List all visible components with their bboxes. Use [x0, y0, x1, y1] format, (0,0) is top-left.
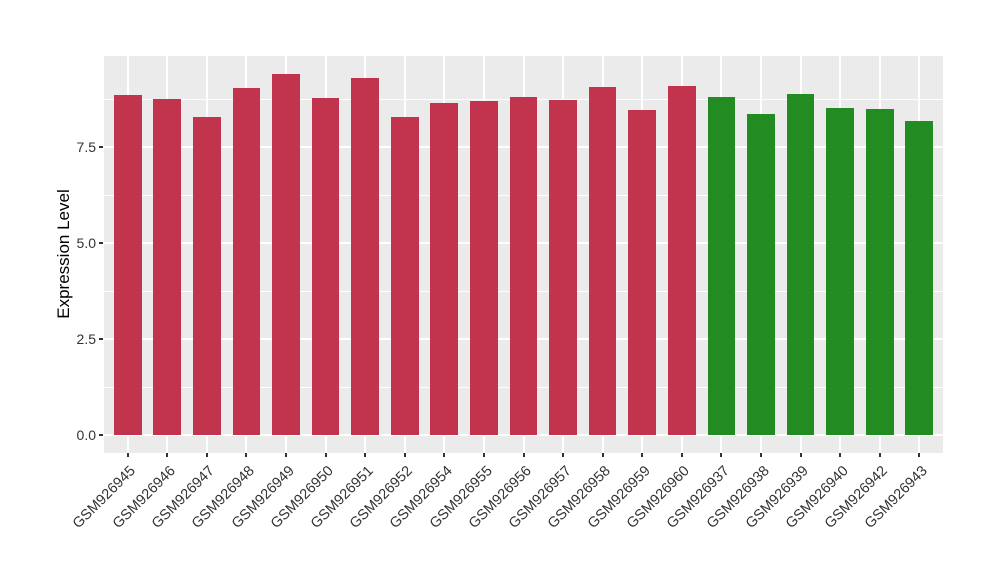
y-axis-title: Expression Level: [54, 189, 73, 319]
x-tick-mark: [878, 453, 881, 457]
x-tick-mark: [839, 453, 842, 457]
bar: [390, 117, 419, 435]
bar: [905, 120, 934, 435]
bar: [430, 103, 459, 435]
bar: [470, 101, 498, 435]
bar: [509, 97, 538, 435]
x-tick-mark: [245, 453, 248, 457]
y-tick-mark: [99, 146, 103, 148]
bar: [311, 97, 340, 435]
x-tick-mark: [285, 453, 288, 457]
bar: [667, 85, 696, 435]
x-tick-mark: [482, 453, 485, 457]
bar: [272, 74, 300, 435]
x-tick-mark: [126, 453, 129, 457]
bar: [153, 98, 182, 435]
y-tick-mark: [99, 242, 103, 244]
x-tick-mark: [759, 453, 762, 457]
bar: [786, 94, 815, 435]
x-tick-mark: [799, 453, 802, 457]
x-tick-mark: [918, 453, 921, 457]
x-tick-mark: [522, 453, 525, 457]
bar: [747, 114, 775, 435]
x-tick-mark: [324, 453, 327, 457]
y-tick-label: 0.0: [76, 427, 96, 443]
bar: [232, 87, 261, 435]
x-tick-mark: [562, 453, 565, 457]
x-tick-mark: [680, 453, 683, 457]
plot-panel: [104, 56, 943, 453]
bar: [707, 97, 736, 435]
y-tick-mark: [99, 434, 103, 436]
bar: [588, 87, 617, 435]
x-tick-mark: [205, 453, 208, 457]
bar: [865, 108, 894, 435]
x-tick-mark: [720, 453, 723, 457]
y-tick-label: 2.5: [76, 331, 96, 347]
x-tick-mark: [443, 453, 446, 457]
bar: [826, 107, 854, 435]
y-axis: 0.0 2.5 5.0 7.5: [0, 56, 104, 453]
x-tick-mark: [403, 453, 406, 457]
bar: [628, 110, 657, 435]
bar: [193, 116, 221, 435]
x-tick-mark: [166, 453, 169, 457]
x-axis: GSM926945 GSM926946 GSM926947 GSM926948 GSM9…: [70, 453, 943, 580]
bar: [351, 77, 380, 435]
x-tick-mark: [641, 453, 644, 457]
x-tick-mark: [364, 453, 367, 457]
y-tick-mark: [99, 338, 103, 340]
bar: [549, 99, 577, 435]
bar: [113, 95, 142, 435]
y-tick-label: 7.5: [76, 139, 96, 155]
y-tick-label: 5.0: [76, 235, 96, 251]
x-tick-mark: [601, 453, 604, 457]
